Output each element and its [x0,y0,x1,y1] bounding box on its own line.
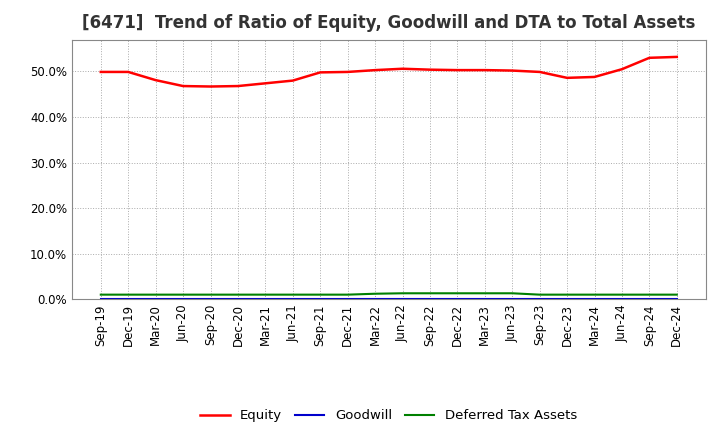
Deferred Tax Assets [371,291,379,297]
Equity [289,78,297,83]
Deferred Tax Assets [590,292,599,297]
Deferred Tax Assets [96,292,105,297]
Goodwill [453,297,462,302]
Goodwill [480,297,489,302]
Deferred Tax Assets [536,292,544,297]
Equity [124,69,132,74]
Deferred Tax Assets [289,292,297,297]
Line: Equity: Equity [101,57,677,87]
Deferred Tax Assets [233,292,242,297]
Equity [426,67,434,72]
Equity [371,67,379,73]
Deferred Tax Assets [343,292,352,297]
Deferred Tax Assets [179,292,187,297]
Goodwill [618,297,626,302]
Deferred Tax Assets [398,291,407,296]
Goodwill [261,297,270,302]
Goodwill [233,297,242,302]
Equity [453,67,462,73]
Deferred Tax Assets [480,291,489,296]
Equity [316,70,325,75]
Goodwill [206,297,215,302]
Equity [233,84,242,89]
Goodwill [179,297,187,302]
Equity [536,69,544,74]
Legend: Equity, Goodwill, Deferred Tax Assets: Equity, Goodwill, Deferred Tax Assets [195,404,582,428]
Goodwill [289,297,297,302]
Equity [645,55,654,60]
Goodwill [398,297,407,302]
Goodwill [508,297,516,302]
Deferred Tax Assets [261,292,270,297]
Goodwill [371,297,379,302]
Goodwill [563,297,572,302]
Equity [508,68,516,73]
Goodwill [343,297,352,302]
Title: [6471]  Trend of Ratio of Equity, Goodwill and DTA to Total Assets: [6471] Trend of Ratio of Equity, Goodwil… [82,15,696,33]
Deferred Tax Assets [645,292,654,297]
Equity [480,67,489,73]
Goodwill [96,297,105,302]
Deferred Tax Assets [453,291,462,296]
Goodwill [124,297,132,302]
Equity [672,54,681,59]
Equity [96,69,105,74]
Deferred Tax Assets [672,292,681,297]
Equity [261,81,270,86]
Goodwill [426,297,434,302]
Equity [151,77,160,83]
Deferred Tax Assets [426,291,434,296]
Deferred Tax Assets [124,292,132,297]
Equity [618,66,626,72]
Equity [398,66,407,71]
Deferred Tax Assets [618,292,626,297]
Equity [206,84,215,89]
Goodwill [536,297,544,302]
Deferred Tax Assets [563,292,572,297]
Goodwill [672,297,681,302]
Equity [590,74,599,80]
Goodwill [645,297,654,302]
Deferred Tax Assets [151,292,160,297]
Goodwill [151,297,160,302]
Equity [343,69,352,74]
Line: Deferred Tax Assets: Deferred Tax Assets [101,293,677,295]
Deferred Tax Assets [316,292,325,297]
Goodwill [590,297,599,302]
Deferred Tax Assets [206,292,215,297]
Deferred Tax Assets [508,291,516,296]
Equity [563,75,572,81]
Equity [179,84,187,89]
Goodwill [316,297,325,302]
